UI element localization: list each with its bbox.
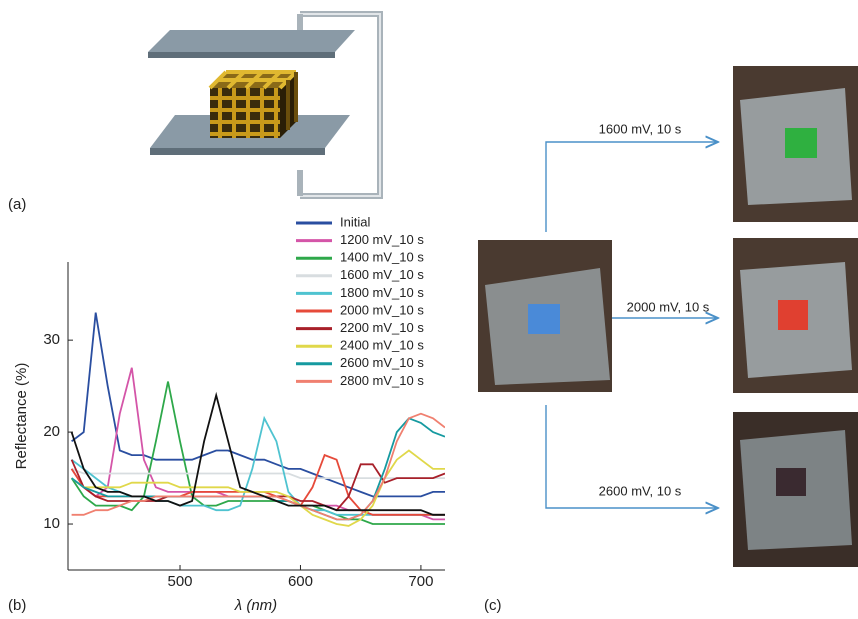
series-line [71, 312, 445, 498]
sample [528, 304, 560, 334]
legend-label: 1200 mV_10 s [340, 232, 424, 247]
panel-label: (c) [484, 597, 502, 614]
legend-label: 1600 mV_10 s [340, 267, 424, 282]
arrow [545, 142, 718, 232]
legend-label: 1800 mV_10 s [340, 285, 424, 300]
series-line [71, 412, 445, 521]
electrode-diagram [148, 11, 383, 199]
legend-label: 2600 mV_10 s [340, 355, 424, 370]
arrow [545, 405, 718, 508]
y-tick-label: 10 [43, 515, 60, 532]
legend-label: 2400 mV_10 s [340, 338, 424, 353]
treatment-label: 1600 mV, 10 s [599, 121, 682, 136]
legend-label: 1400 mV_10 s [340, 250, 424, 265]
y-tick-label: 20 [43, 423, 60, 440]
line-chart: Reflectance (%) λ (nm) 500 600 700 10 20 30 In… [13, 214, 445, 614]
y-tick-label: 30 [43, 331, 60, 348]
panel-label: (b) [8, 597, 26, 614]
sample [778, 300, 808, 330]
series-line [70, 381, 445, 525]
x-tick-label: 500 [168, 573, 193, 590]
legend-label: 2200 mV_10 s [340, 320, 424, 335]
sample [785, 128, 817, 158]
legend-label: 2000 mV_10 s [340, 302, 424, 317]
y-axis-label: Reflectance (%) [13, 363, 30, 470]
lattice-cube [208, 70, 298, 138]
panel-label: (a) [8, 196, 26, 213]
x-tick-label: 600 [288, 573, 313, 590]
legend-label: Initial [340, 214, 370, 229]
sample [776, 468, 806, 496]
treatment-label: 2600 mV, 10 s [599, 483, 682, 498]
x-axis-label: λ (nm) [234, 597, 277, 614]
photo-panel: 1600 mV, 10 s 2000 mV, 10 s 2600 mV, 10 … [478, 66, 858, 567]
x-tick-label: 700 [408, 573, 433, 590]
series-line [70, 391, 445, 516]
treatment-label: 2000 mV, 10 s [627, 299, 710, 314]
plot-area [70, 312, 445, 527]
legend-label: 2800 mV_10 s [340, 373, 424, 388]
series-line [71, 417, 445, 521]
